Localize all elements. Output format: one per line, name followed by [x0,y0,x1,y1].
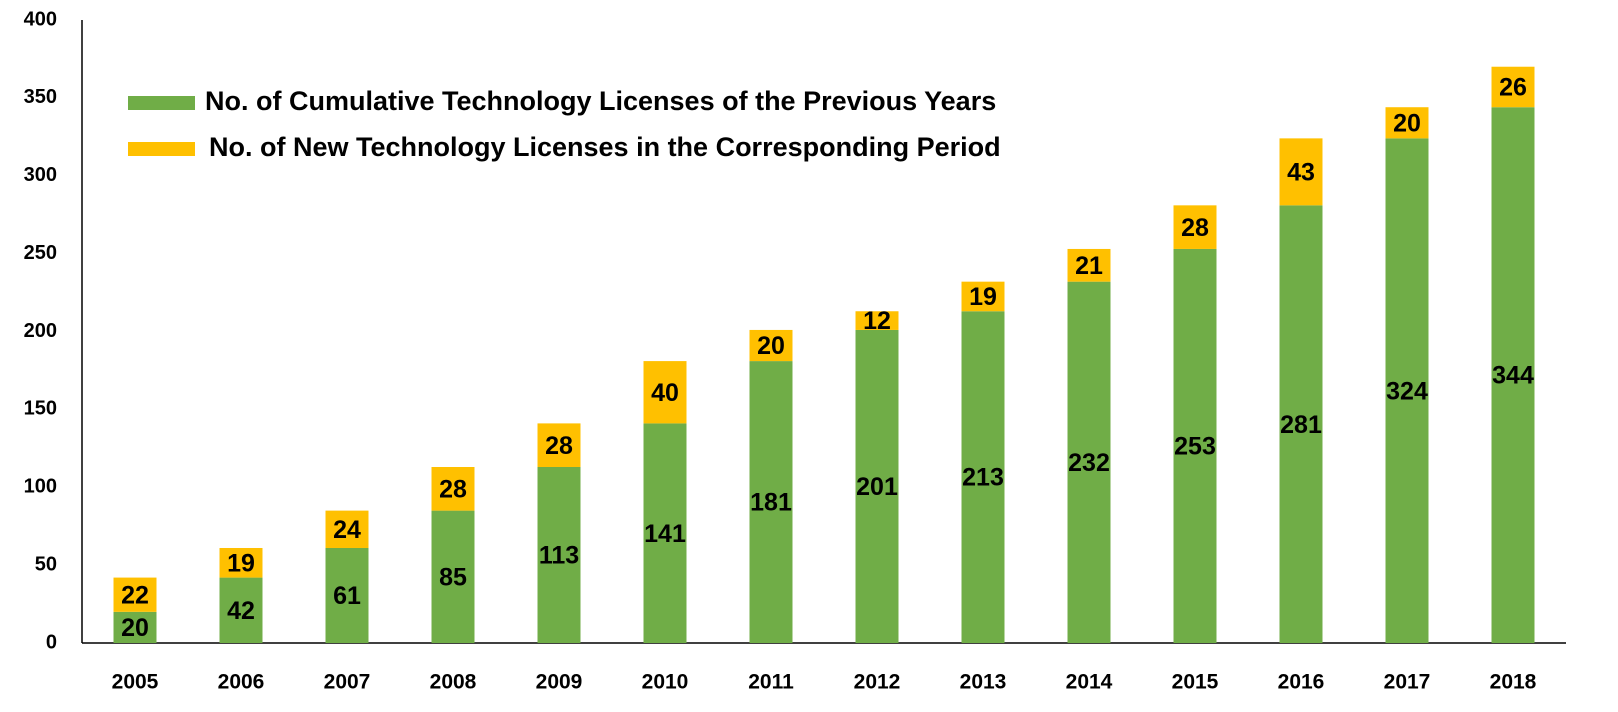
data-label: 43 [1287,158,1315,186]
bar-segment [961,311,1005,643]
bar-segment [1279,138,1323,206]
data-label: 24 [333,516,361,544]
data-label: 40 [651,379,679,407]
bar-segment [219,577,263,643]
bar-segment [113,577,157,612]
bar-segment [1067,248,1111,282]
x-tick-label: 2017 [1384,671,1431,694]
bar-segment [113,611,157,643]
legend-swatch [128,142,195,156]
x-tick-label: 2018 [1490,671,1537,694]
x-tick-label: 2005 [112,671,159,694]
y-tick-label: 100 [24,476,57,498]
bar-segment [855,329,899,643]
x-tick-label: 2011 [748,671,794,694]
data-label: 28 [439,475,467,503]
bar-segment [961,281,1005,312]
data-label: 26 [1499,74,1527,102]
data-label: 85 [439,563,467,591]
y-tick-label: 0 [46,631,57,653]
data-label: 42 [227,597,255,625]
data-label: 113 [539,542,579,570]
bar-segment [749,329,793,362]
y-tick-label: 200 [24,320,57,342]
legend-swatch [128,96,195,110]
data-label: 20 [757,332,785,360]
bar-segment [537,467,581,643]
x-tick-label: 2013 [960,671,1007,694]
x-tick-label: 2014 [1066,671,1113,694]
x-tick-label: 2008 [430,671,477,694]
bar-segment [537,423,581,468]
legend-label: No. of New Technology Licenses in the Co… [209,132,1001,162]
y-tick-label: 300 [24,164,57,186]
data-label: 61 [333,582,361,610]
x-tick-label: 2016 [1278,671,1325,694]
bar-segment [1173,205,1217,249]
data-label: 22 [121,581,149,609]
bar-segment [431,510,475,643]
bar-segment [643,423,687,643]
bar-segment [1491,66,1535,108]
x-tick-label: 2009 [536,671,583,694]
data-label: 213 [962,464,1004,492]
y-tick-label: 350 [24,86,57,108]
x-tick-label: 2012 [854,671,901,694]
data-label: 232 [1068,449,1110,477]
y-tick-label: 400 [24,8,57,30]
bar-segment [325,510,369,548]
data-label: 281 [1280,411,1322,439]
bar-segment [1067,281,1111,643]
data-label: 28 [1181,214,1209,242]
x-tick-label: 2010 [642,671,689,694]
bar-segment [855,311,899,330]
bar-segment [1385,107,1429,139]
y-tick-label: 50 [35,553,57,575]
bar-segment [325,547,369,643]
data-label: 20 [121,614,149,642]
data-label: 324 [1386,377,1428,405]
bar-segment [643,361,687,424]
bar-segment [1385,138,1429,643]
data-label: 141 [644,520,686,548]
x-tick-label: 2007 [324,671,371,694]
data-label: 344 [1492,362,1534,390]
bar-segment [1173,248,1217,643]
bar-segment [1279,205,1323,643]
x-tick-label: 2006 [218,671,265,694]
data-label: 28 [545,432,573,460]
data-label: 19 [969,283,997,311]
data-label: 12 [863,307,891,335]
x-tick-label: 2015 [1172,671,1219,694]
legend-label: No. of Cumulative Technology Licenses of… [205,86,996,116]
data-label: 181 [750,489,792,517]
data-label: 201 [856,473,898,501]
data-label: 21 [1075,252,1103,280]
bar-segment [431,467,475,511]
bar-segment [219,547,263,578]
y-tick-label: 250 [24,242,57,264]
bar-segment [749,361,793,643]
data-label: 20 [1393,109,1421,137]
data-label: 253 [1174,433,1216,461]
y-tick-label: 150 [24,398,57,420]
bar-segment [1491,107,1535,644]
data-label: 19 [227,549,255,577]
